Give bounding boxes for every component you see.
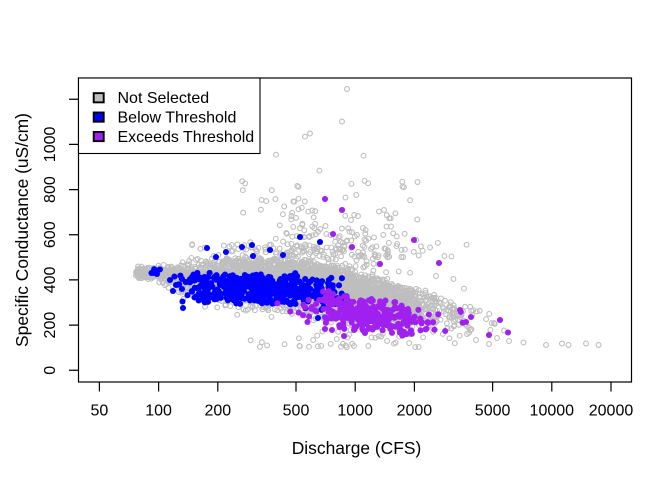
svg-text:1000: 1000	[42, 127, 59, 163]
svg-text:10000: 10000	[530, 403, 575, 420]
svg-text:Below Threshold: Below Threshold	[118, 110, 237, 127]
svg-text:2000: 2000	[397, 403, 433, 420]
svg-text:200: 200	[42, 312, 59, 339]
svg-text:800: 800	[42, 176, 59, 203]
svg-text:Exceeds Threshold: Exceeds Threshold	[118, 129, 255, 146]
svg-text:Discharge (CFS): Discharge (CFS)	[292, 438, 422, 458]
svg-text:Specific Conductance (uS/cm): Specific Conductance (uS/cm)	[12, 113, 32, 347]
svg-text:50: 50	[91, 403, 109, 420]
svg-text:Not Selected: Not Selected	[118, 90, 210, 107]
svg-text:5000: 5000	[475, 403, 511, 420]
svg-text:100: 100	[145, 403, 172, 420]
svg-text:1000: 1000	[337, 403, 373, 420]
svg-text:0: 0	[42, 366, 59, 375]
svg-text:600: 600	[42, 221, 59, 248]
svg-text:500: 500	[283, 403, 310, 420]
svg-text:200: 200	[204, 403, 231, 420]
svg-text:400: 400	[42, 266, 59, 293]
svg-text:20000: 20000	[589, 403, 634, 420]
